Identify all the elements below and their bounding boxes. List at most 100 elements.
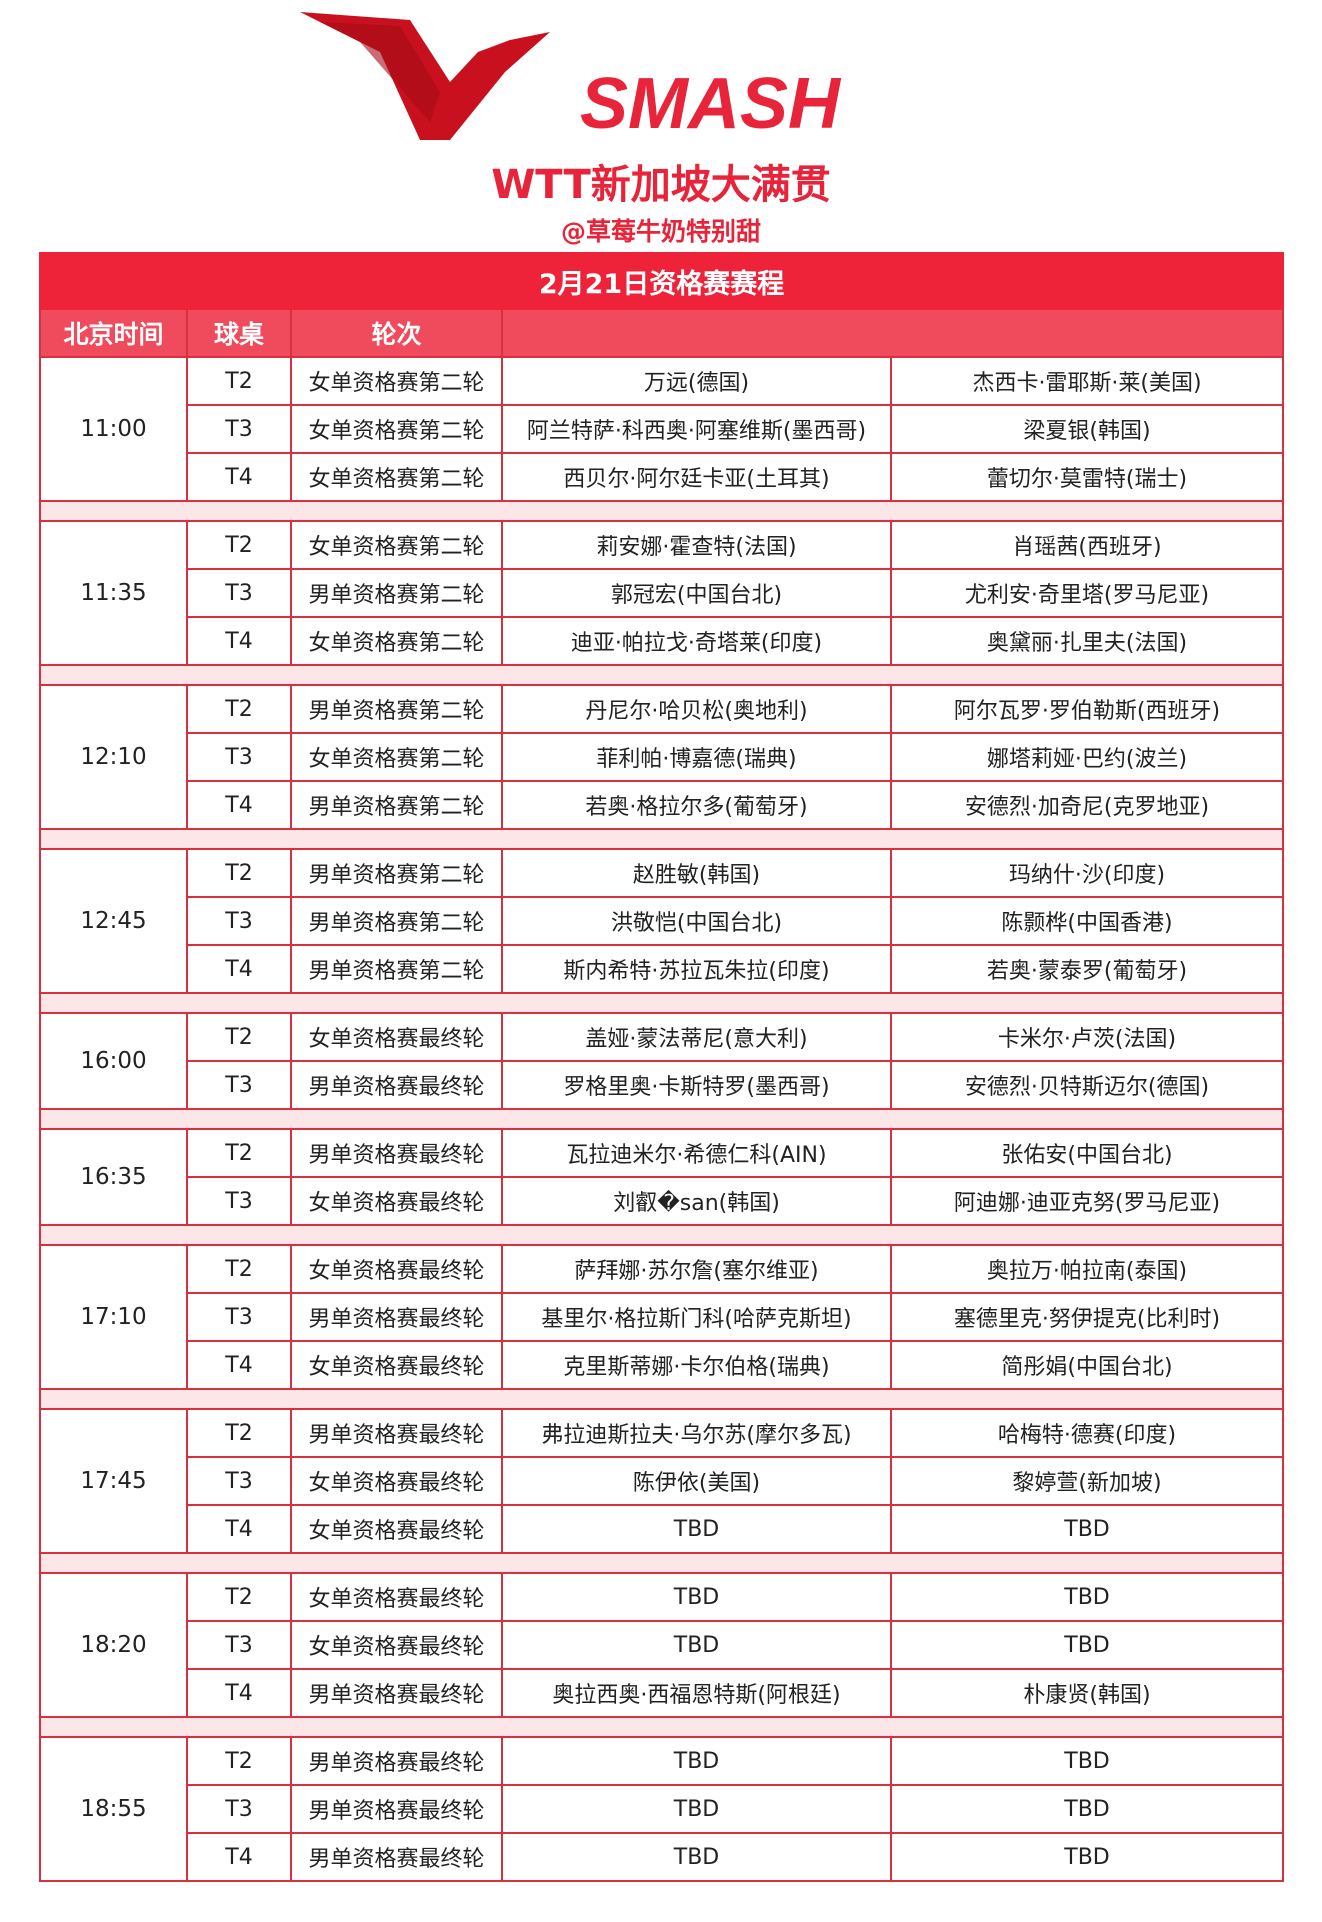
player-2-cell: 蕾切尔·莫雷特(瑞士) xyxy=(889,452,1285,502)
column-header-table: 球桌 xyxy=(186,308,292,358)
round-cell: 女单资格赛第二轮 xyxy=(290,616,503,666)
group-separator xyxy=(38,992,1285,1014)
player-2-cell: TBD xyxy=(889,1736,1285,1786)
round-cell: 女单资格赛第二轮 xyxy=(290,452,503,502)
player-1-cell: 弗拉迪斯拉夫·乌尔苏(摩尔多瓦) xyxy=(501,1408,892,1458)
player-1-cell: TBD xyxy=(501,1784,892,1834)
group-separator xyxy=(38,828,1285,850)
time-cell: 12:45 xyxy=(39,848,188,994)
round-cell: 男单资格赛最终轮 xyxy=(290,1832,503,1882)
column-header-matchup xyxy=(500,308,1285,358)
player-2-cell: 塞德里克·努伊提克(比利时) xyxy=(889,1292,1285,1342)
player-1-cell: 瓦拉迪米尔·希德仁科(AIN) xyxy=(501,1128,892,1178)
group-separator xyxy=(38,664,1285,686)
table-row: T4 女单资格赛第二轮 西贝尔·阿尔廷卡亚(土耳其) 蕾切尔·莫雷特(瑞士) xyxy=(40,452,1285,502)
player-1-cell: 若奥·格拉尔多(葡萄牙) xyxy=(501,780,892,830)
player-1-cell: 洪敬恺(中国台北) xyxy=(501,896,892,946)
time-cell: 11:00 xyxy=(39,356,188,502)
player-2-cell: 梁夏银(韩国) xyxy=(889,404,1285,454)
schedule-table: 2月21日资格赛赛程 北京时间 球桌 轮次 11:00 T2 女单资格赛第二轮 万远(… xyxy=(38,252,1285,1882)
table-number-cell: T2 xyxy=(186,1244,292,1294)
table-row: T3 女单资格赛最终轮 陈伊依(美国) 黎婷萱(新加坡) xyxy=(40,1456,1285,1506)
player-2-cell: 陈颢桦(中国香港) xyxy=(889,896,1285,946)
player-1-cell: 奥拉西奥·西福恩特斯(阿根廷) xyxy=(501,1668,892,1718)
table-number-cell: T3 xyxy=(186,1456,292,1506)
player-1-cell: TBD xyxy=(501,1620,892,1670)
round-cell: 女单资格赛最终轮 xyxy=(290,1572,503,1622)
column-header-time: 北京时间 xyxy=(39,308,188,358)
player-2-cell: 简彤娟(中国台北) xyxy=(889,1340,1285,1390)
round-cell: 男单资格赛第二轮 xyxy=(290,848,503,898)
round-cell: 女单资格赛最终轮 xyxy=(290,1176,503,1226)
player-2-cell: TBD xyxy=(889,1620,1285,1670)
table-number-cell: T4 xyxy=(186,1340,292,1390)
group-separator xyxy=(38,1108,1285,1130)
player-1-cell: TBD xyxy=(501,1832,892,1882)
table-row: T3 女单资格赛最终轮 刘叡�san(韩国) 阿迪娜·迪亚克努(罗马尼亚) xyxy=(40,1176,1285,1226)
player-2-cell: 奥黛丽·扎里夫(法国) xyxy=(889,616,1285,666)
table-number-cell: T2 xyxy=(186,848,292,898)
table-number-cell: T3 xyxy=(186,568,292,618)
time-cell: 11:35 xyxy=(39,520,188,666)
round-cell: 女单资格赛最终轮 xyxy=(290,1012,503,1062)
table-row: T4 男单资格赛最终轮 TBD TBD xyxy=(40,1832,1285,1882)
player-2-cell: 阿尔瓦罗·罗伯勒斯(西班牙) xyxy=(889,684,1285,734)
table-caption: 2月21日资格赛赛程 xyxy=(38,252,1285,310)
wtt-smash-logo: SMASH xyxy=(300,12,842,144)
table-row: T3 女单资格赛第二轮 菲利帕·博嘉德(瑞典) 娜塔莉娅·巴约(波兰) xyxy=(40,732,1285,782)
player-2-cell: TBD xyxy=(889,1504,1285,1554)
player-2-cell: TBD xyxy=(889,1784,1285,1834)
player-2-cell: 尤利安·奇里塔(罗马尼亚) xyxy=(889,568,1285,618)
table-row: T3 男单资格赛最终轮 TBD TBD xyxy=(40,1784,1285,1834)
group-separator xyxy=(38,1224,1285,1246)
player-1-cell: 赵胜敏(韩国) xyxy=(501,848,892,898)
player-2-cell: 若奥·蒙泰罗(葡萄牙) xyxy=(889,944,1285,994)
table-row: 18:20 T2 女单资格赛最终轮 TBD TBD xyxy=(39,1572,1285,1718)
table-number-cell: T2 xyxy=(186,356,292,406)
player-2-cell: 朴康贤(韩国) xyxy=(889,1668,1285,1718)
round-cell: 男单资格赛最终轮 xyxy=(290,1060,503,1110)
round-cell: 女单资格赛最终轮 xyxy=(290,1340,503,1390)
player-1-cell: TBD xyxy=(501,1504,892,1554)
table-number-cell: T4 xyxy=(186,1504,292,1554)
group-separator xyxy=(38,1552,1285,1574)
player-1-cell: 迪亚·帕拉戈·奇塔莱(印度) xyxy=(501,616,892,666)
player-1-cell: 丹尼尔·哈贝松(奥地利) xyxy=(501,684,892,734)
round-cell: 男单资格赛最终轮 xyxy=(290,1736,503,1786)
table-number-cell: T2 xyxy=(186,1012,292,1062)
player-1-cell: 基里尔·格拉斯门科(哈萨克斯坦) xyxy=(501,1292,892,1342)
table-number-cell: T2 xyxy=(186,1408,292,1458)
player-1-cell: TBD xyxy=(501,1736,892,1786)
player-2-cell: 肖瑶茜(西班牙) xyxy=(889,520,1285,570)
round-cell: 男单资格赛最终轮 xyxy=(290,1292,503,1342)
table-number-cell: T4 xyxy=(186,616,292,666)
round-cell: 女单资格赛第二轮 xyxy=(290,520,503,570)
player-1-cell: 郭冠宏(中国台北) xyxy=(501,568,892,618)
table-row: 17:45 T2 男单资格赛最终轮 弗拉迪斯拉夫·乌尔苏(摩尔多瓦) 哈梅特·德赛(印度… xyxy=(39,1408,1285,1554)
logo-w-shade xyxy=(320,22,440,122)
round-cell: 女单资格赛最终轮 xyxy=(290,1620,503,1670)
round-cell: 男单资格赛最终轮 xyxy=(290,1128,503,1178)
round-cell: 女单资格赛最终轮 xyxy=(290,1456,503,1506)
table-number-cell: T3 xyxy=(186,896,292,946)
player-2-cell: TBD xyxy=(889,1572,1285,1622)
table-number-cell: T3 xyxy=(186,404,292,454)
time-cell: 18:55 xyxy=(39,1736,188,1882)
round-cell: 女单资格赛最终轮 xyxy=(290,1244,503,1294)
column-header-round: 轮次 xyxy=(290,308,503,358)
table-number-cell: T4 xyxy=(186,1668,292,1718)
table-number-cell: T2 xyxy=(186,1128,292,1178)
table-number-cell: T4 xyxy=(186,1832,292,1882)
round-cell: 男单资格赛第二轮 xyxy=(290,568,503,618)
table-number-cell: T3 xyxy=(186,1060,292,1110)
time-cell: 16:35 xyxy=(39,1128,188,1226)
table-row: 16:00 T2 女单资格赛最终轮 盖娅·蒙法蒂尼(意大利) 卡米尔·卢茨(法国) xyxy=(39,1012,1285,1110)
table-row: T4 男单资格赛第二轮 斯内希特·苏拉瓦朱拉(印度) 若奥·蒙泰罗(葡萄牙) xyxy=(40,944,1285,994)
round-cell: 男单资格赛最终轮 xyxy=(290,1784,503,1834)
table-row: T3 男单资格赛最终轮 基里尔·格拉斯门科(哈萨克斯坦) 塞德里克·努伊提克(比利时) xyxy=(40,1292,1285,1342)
player-2-cell: 安德烈·贝特斯迈尔(德国) xyxy=(889,1060,1285,1110)
player-1-cell: 西贝尔·阿尔廷卡亚(土耳其) xyxy=(501,452,892,502)
time-cell: 16:00 xyxy=(39,1012,188,1110)
player-1-cell: 菲利帕·博嘉德(瑞典) xyxy=(501,732,892,782)
round-cell: 女单资格赛最终轮 xyxy=(290,1504,503,1554)
